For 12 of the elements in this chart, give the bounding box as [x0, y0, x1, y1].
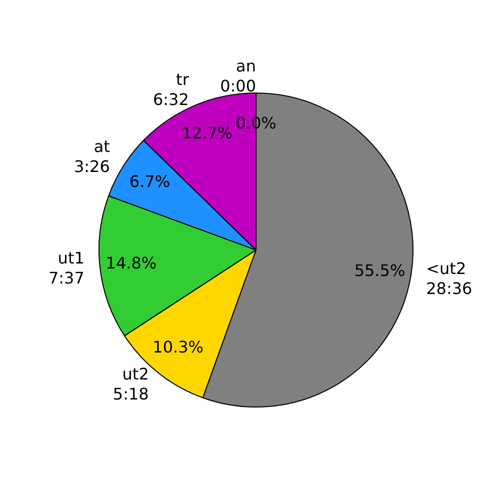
slice-label: <ut2 28:36 [426, 258, 472, 298]
data-label: 12.7% [182, 123, 233, 142]
data-label: 10.3% [152, 338, 204, 357]
slice-label: tr 6:32 [152, 70, 190, 110]
category-label: an 0:00 [220, 56, 256, 96]
data-label: 55.5% [354, 260, 406, 280]
data-label: 14.8% [106, 253, 157, 272]
slice-label: at 3:26 [74, 137, 110, 176]
data-label: 6.7% [129, 172, 170, 192]
slice-label: ut1 7:37 [48, 248, 84, 288]
text: 0.0% [236, 114, 276, 133]
slice-label: ut2 5:18 [112, 364, 149, 404]
